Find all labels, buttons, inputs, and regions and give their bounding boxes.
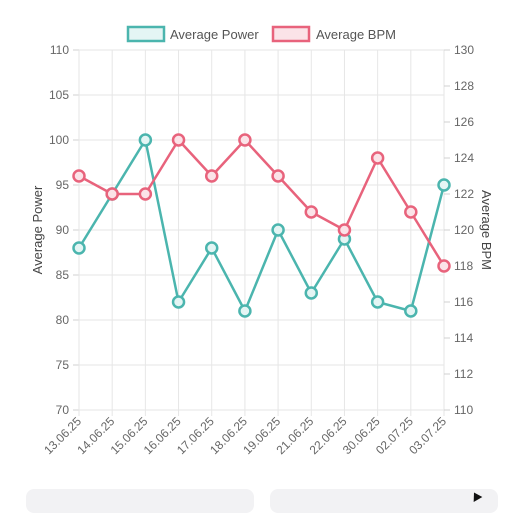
- legend[interactable]: Average Power Average BPM: [126, 25, 396, 43]
- data-point[interactable]: [370, 151, 385, 165]
- right-tick-label: 124: [454, 151, 474, 165]
- data-point[interactable]: [271, 169, 285, 183]
- data-point[interactable]: [72, 241, 86, 255]
- data-point[interactable]: [404, 304, 418, 318]
- left-tick-label: 75: [56, 358, 70, 372]
- left-tick-label: 100: [49, 133, 69, 147]
- data-point[interactable]: [271, 223, 285, 237]
- right-tick-label: 110: [454, 403, 473, 417]
- left-y-axis: 70 75 80 85 90 95 100 105 110 Average Power: [30, 43, 69, 417]
- legend-item[interactable]: Average Power: [126, 25, 259, 43]
- data-point[interactable]: [337, 223, 352, 237]
- right-tick-label: 114: [454, 331, 473, 345]
- x-tick-label: 03.07.25: [406, 414, 449, 457]
- data-point[interactable]: [204, 169, 219, 183]
- series-average-power: [72, 133, 451, 318]
- right-tick-label: 130: [454, 43, 474, 57]
- legend-label: Average Power: [170, 27, 259, 42]
- left-tick-label: 70: [56, 403, 70, 417]
- data-point[interactable]: [171, 133, 186, 147]
- legend-label: Average BPM: [316, 27, 396, 42]
- right-tick-label: 128: [454, 79, 474, 93]
- data-point[interactable]: [238, 133, 252, 147]
- bottom-card-left[interactable]: [26, 489, 254, 513]
- data-point[interactable]: [204, 241, 219, 255]
- legend-swatch: [271, 25, 311, 43]
- data-point[interactable]: [238, 304, 252, 318]
- data-point[interactable]: [171, 295, 186, 309]
- series-average-bpm: [72, 133, 451, 273]
- grid: [73, 49, 450, 416]
- series-line: [77, 138, 446, 313]
- right-tick-label: 126: [454, 115, 474, 129]
- right-tick-label: 120: [454, 223, 474, 237]
- legend-item[interactable]: Average BPM: [271, 25, 396, 43]
- bottom-card-right[interactable]: [270, 489, 498, 513]
- data-point[interactable]: [370, 295, 385, 309]
- right-tick-label: 122: [454, 187, 474, 201]
- left-tick-label: 95: [56, 178, 70, 192]
- left-tick-label: 110: [50, 43, 69, 57]
- left-tick-label: 105: [49, 88, 69, 102]
- data-point[interactable]: [72, 169, 86, 183]
- left-tick-label: 85: [56, 268, 70, 282]
- right-tick-label: 112: [454, 367, 473, 381]
- data-point[interactable]: [105, 187, 119, 201]
- right-y-axis: 110 112 114 116 118 120 122 124 126 128 130 Average…: [454, 43, 494, 417]
- left-tick-label: 80: [56, 313, 70, 327]
- data-point[interactable]: [138, 133, 153, 147]
- left-axis-title: Average Power: [30, 185, 45, 274]
- data-point[interactable]: [138, 187, 153, 201]
- data-point[interactable]: [404, 205, 418, 219]
- dual-axis-line-chart: Average Power Average BPM 70 75 80 85 90 95 100…: [30, 25, 494, 457]
- data-point[interactable]: [437, 259, 451, 273]
- right-tick-label: 116: [454, 295, 473, 309]
- data-point[interactable]: [304, 205, 319, 219]
- data-point[interactable]: [437, 178, 451, 192]
- right-tick-label: 118: [454, 259, 473, 273]
- data-point[interactable]: [304, 286, 319, 300]
- series-layer: [72, 133, 451, 318]
- left-tick-label: 90: [56, 223, 70, 237]
- x-axis: 13.06.2514.06.2515.06.2516.06.2517.06.25…: [41, 414, 449, 457]
- legend-swatch: [126, 25, 166, 43]
- right-axis-title: Average BPM: [479, 190, 494, 270]
